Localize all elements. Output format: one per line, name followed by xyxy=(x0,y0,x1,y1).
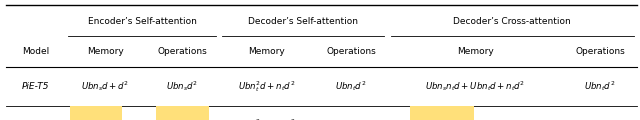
Text: $Ubn_td^2$: $Ubn_td^2$ xyxy=(335,79,367,93)
Text: Decoder’s Cross-attention: Decoder’s Cross-attention xyxy=(453,17,571,26)
Text: Encoder’s Self-attention: Encoder’s Self-attention xyxy=(88,17,196,26)
Text: PiE-T5: PiE-T5 xyxy=(22,82,49,91)
Text: Operations: Operations xyxy=(157,47,207,56)
FancyBboxPatch shape xyxy=(156,106,209,120)
Text: $Ubn_sn_td + Ubn_td + n_td^2$: $Ubn_sn_td + Ubn_td + n_td^2$ xyxy=(426,79,525,93)
Text: $Ubn_sd + d^2$: $Ubn_sd + d^2$ xyxy=(81,79,129,93)
Text: $Ubn_sd^2$: $Ubn_sd^2$ xyxy=(166,79,198,93)
Text: Memory: Memory xyxy=(457,47,494,56)
Text: Memory: Memory xyxy=(87,47,124,56)
Text: $Ubn_td^2$: $Ubn_td^2$ xyxy=(335,118,367,120)
Text: Operations: Operations xyxy=(326,47,376,56)
FancyBboxPatch shape xyxy=(70,106,122,120)
Text: $Ubn_t^2d + n_td^2$: $Ubn_t^2d + n_td^2$ xyxy=(238,79,295,94)
FancyBboxPatch shape xyxy=(410,106,474,120)
Text: $Ubn_td^2$: $Ubn_td^2$ xyxy=(584,118,616,120)
Text: $Ubn_t^2d + n_td^2$: $Ubn_t^2d + n_td^2$ xyxy=(238,117,295,120)
Text: $bn_sd^2$: $bn_sd^2$ xyxy=(170,118,195,120)
Text: $ +d^2$: $ +d^2$ xyxy=(123,119,141,120)
Text: Model: Model xyxy=(22,47,49,56)
Text: $Ubn_td^2$: $Ubn_td^2$ xyxy=(584,79,616,93)
Text: $bn_sn_td$: $bn_sn_td$ xyxy=(428,119,457,120)
Text: Operations: Operations xyxy=(575,47,625,56)
Text: Decoder’s Self-attention: Decoder’s Self-attention xyxy=(248,17,358,26)
Text: $ +Ubn_td + n_td^2$: $ +Ubn_td + n_td^2$ xyxy=(475,118,538,120)
Text: Memory: Memory xyxy=(248,47,285,56)
Text: $bn_sd$: $bn_sd$ xyxy=(85,119,107,120)
